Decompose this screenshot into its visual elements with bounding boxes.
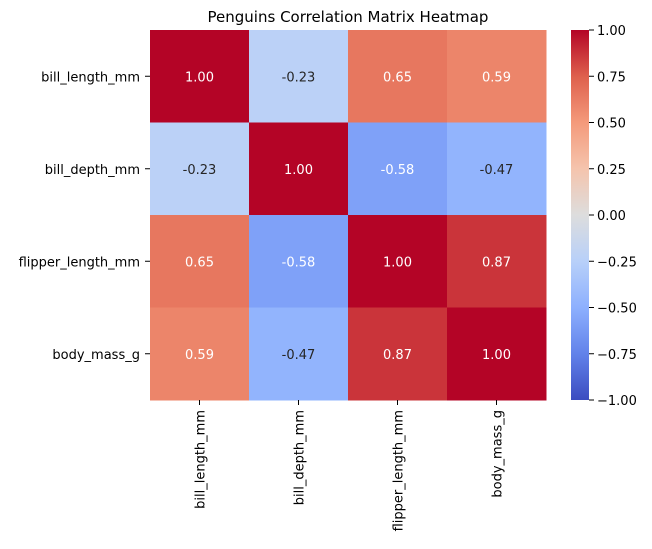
cell-value-label: 1.00 xyxy=(383,255,412,270)
cell-value-label: -0.23 xyxy=(282,70,316,85)
heatmap-cell xyxy=(150,30,250,123)
cell-value-label: 0.65 xyxy=(383,70,412,85)
colorbar: 1.00 0.75 0.50 0.25 0.00 −0.25 −0.50 −0.75 −1.00 xyxy=(571,24,637,409)
y-tick-labels: bill_length_mm bill_depth_mm flipper_lengt… xyxy=(19,70,150,363)
heatmap-cell xyxy=(447,307,547,401)
heatmap-cell xyxy=(348,215,448,308)
colorbar-tick-label: −0.50 xyxy=(597,302,637,317)
cell-value-label: 1.00 xyxy=(482,348,511,363)
heatmap-cell xyxy=(348,122,448,216)
colorbar-tick-label: 0.75 xyxy=(597,70,626,85)
x-tick-label: bill_depth_mm xyxy=(293,410,308,505)
heatmap-cell xyxy=(150,215,250,308)
heatmap-cell xyxy=(447,30,547,123)
heatmap-cell xyxy=(348,307,448,401)
colorbar-tick-label: 1.00 xyxy=(597,24,626,39)
heatmap-cell xyxy=(447,215,547,308)
heatmap-cell xyxy=(249,30,349,123)
cell-value-label: 1.00 xyxy=(185,70,214,85)
cell-value-label: 0.65 xyxy=(185,255,214,270)
heatmap-cell xyxy=(348,30,448,123)
heatmap-cell xyxy=(447,122,547,216)
x-tick-label: bill_length_mm xyxy=(194,410,209,509)
colorbar-tick-label: −0.75 xyxy=(597,348,637,363)
cell-value-label: -0.47 xyxy=(480,163,514,178)
cell-value-label: 0.87 xyxy=(482,255,511,270)
cell-value-label: -0.23 xyxy=(183,163,217,178)
y-tick-label: body_mass_g xyxy=(52,348,140,363)
cell-value-label: -0.58 xyxy=(381,163,415,178)
colorbar-tick-label: 0.50 xyxy=(597,117,626,132)
cell-value-label: -0.47 xyxy=(282,348,316,363)
heatmap-cell xyxy=(249,122,349,216)
colorbar-tick-label: −1.00 xyxy=(597,394,637,409)
colorbar-tick-label: −0.25 xyxy=(597,255,637,270)
cell-value-label: 0.59 xyxy=(482,70,511,85)
cell-value-label: 1.00 xyxy=(284,163,313,178)
y-tick-label: bill_length_mm xyxy=(41,70,140,85)
heatmap-cell xyxy=(150,122,250,216)
heatmap-cell xyxy=(249,307,349,401)
x-tick-label: flipper_length_mm xyxy=(392,410,407,531)
colorbar-tick-label: 0.25 xyxy=(597,163,626,178)
x-tick-labels: bill_length_mm bill_depth_mm flipper_lengt… xyxy=(194,400,506,531)
heatmap-cell xyxy=(249,215,349,308)
cell-value-label: 0.87 xyxy=(383,348,412,363)
y-tick-label: flipper_length_mm xyxy=(19,255,140,270)
chart-title: Penguins Correlation Matrix Heatmap xyxy=(208,8,489,26)
colorbar-tick-label: 0.00 xyxy=(597,209,626,224)
heatmap-cell xyxy=(150,307,250,401)
x-tick-label: body_mass_g xyxy=(491,410,506,498)
cell-value-label: -0.58 xyxy=(282,255,316,270)
colorbar-gradient xyxy=(571,30,589,400)
cell-value-label: 0.59 xyxy=(185,348,214,363)
heatmap-cells: 1.00 -0.23 0.65 0.59 -0.23 1.00 -0.58 -0.47 0.65… xyxy=(150,30,547,401)
y-tick-label: bill_depth_mm xyxy=(45,163,140,178)
